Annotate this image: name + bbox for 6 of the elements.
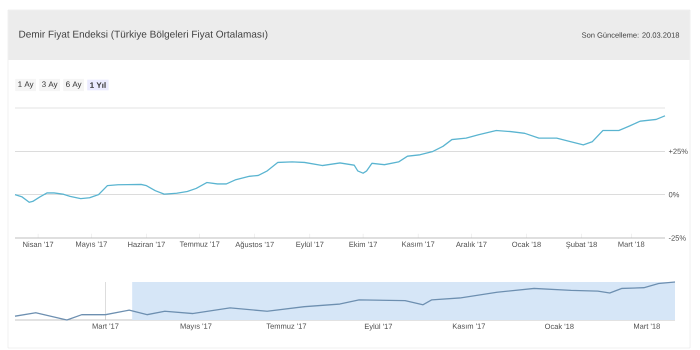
text: 1 Ay <box>18 81 34 89</box>
text: 6 Ay <box>66 81 82 89</box>
text: 3 Ay <box>42 81 58 89</box>
line-series <box>14 115 666 203</box>
text: 1 Yıl <box>90 82 106 88</box>
chart-title: Demir Fiyat Endeksi (Türkiye Bölgeleri Fiyat Ortalaması) <box>19 30 268 40</box>
